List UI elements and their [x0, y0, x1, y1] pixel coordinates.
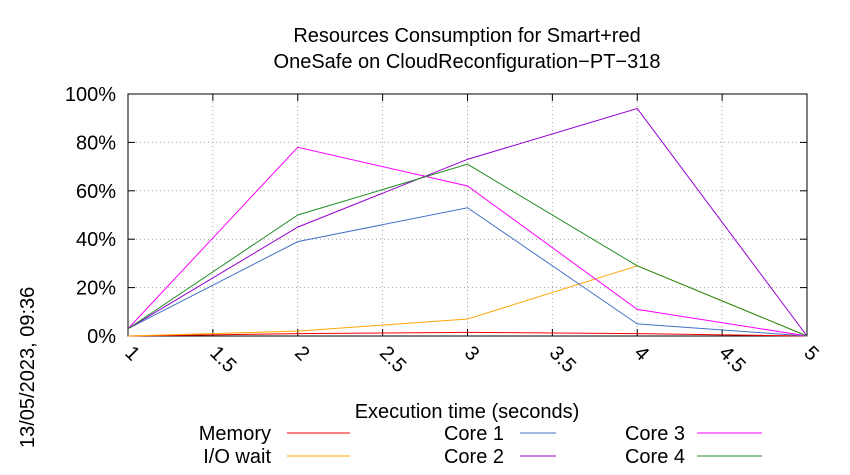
x-tick-label: 3.5 [545, 342, 580, 377]
series-line-memory [127, 331, 808, 337]
x-tick-label: 2.5 [375, 342, 410, 377]
legend-label-core-3: Core 3 [625, 423, 685, 445]
timestamp-label: 13/05/2023, 09:36 [17, 287, 39, 448]
legend-label-core-4: Core 4 [625, 446, 685, 468]
x-axis-label: Execution time (seconds) [355, 401, 580, 423]
chart-title: Resources Consumption for Smart+red [293, 25, 640, 47]
legend-label-memory: Memory [199, 423, 271, 445]
y-tick-label: 0% [87, 326, 116, 348]
series-line-core-4 [127, 163, 808, 337]
legend-label-core-2: Core 2 [444, 446, 504, 468]
y-tick-label: 80% [76, 132, 116, 154]
plot-area: 0% 20% 40% 60% 80% 100% 1 1.5 2 2.5 3 3.5 4 4.5 5 [65, 84, 823, 377]
x-tick-label: 5 [799, 342, 822, 365]
x-tick-label: 3 [460, 342, 483, 365]
x-tick-label: 2 [290, 342, 313, 365]
chart-subtitle: OneSafe on CloudReconfiguration−PT−318 [274, 51, 661, 73]
y-tick-label: 60% [76, 181, 116, 203]
x-tick-label: 1.5 [205, 342, 240, 377]
y-tick-label: 20% [76, 278, 116, 300]
y-tick-label: 100% [65, 84, 116, 106]
y-tick-label: 40% [76, 229, 116, 251]
x-tick-label: 1 [120, 342, 143, 365]
series-line-core-1 [127, 207, 808, 337]
legend-label-core-1: Core 1 [444, 423, 504, 445]
legend-label-i-o-wait: I/O wait [203, 446, 271, 468]
x-tick-label: 4.5 [715, 342, 750, 377]
series-line-core-3 [127, 146, 808, 337]
x-tick-label: 4 [630, 342, 653, 365]
series-line-core-2 [127, 107, 808, 337]
